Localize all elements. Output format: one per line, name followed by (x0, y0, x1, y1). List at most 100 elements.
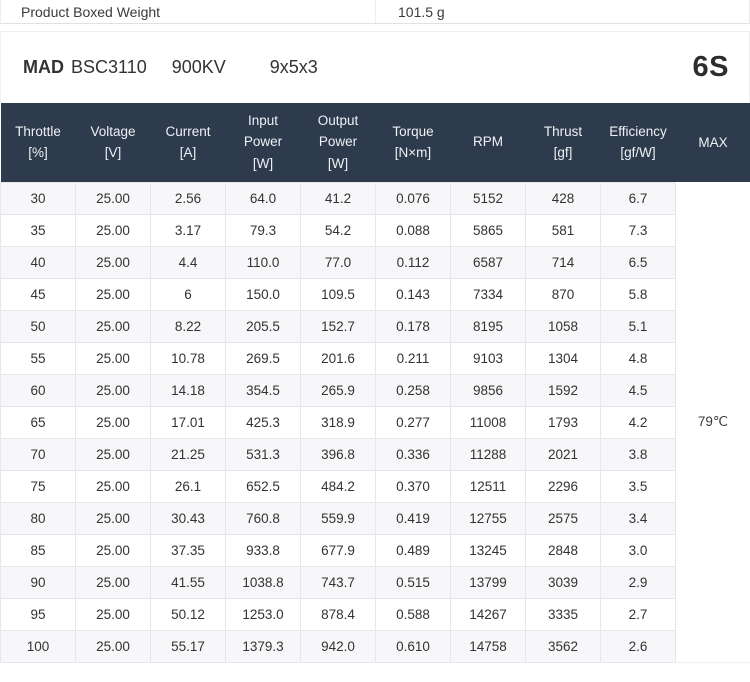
col-header-max: MAX (675, 103, 750, 182)
cell-output-power: 152.7 (300, 309, 376, 343)
cell-input-power: 269.5 (225, 341, 301, 375)
cell-voltage: 25.00 (75, 533, 151, 567)
table-row-throttle-90: 90 25.00 41.55 1038.8 743.7 0.515 13799 3039 2.9 (0, 565, 750, 599)
cell-thrust: 1058 (525, 309, 601, 343)
thrust-data-table: Throttle [%] Voltage [V] Current [A] Input Powe… (0, 103, 750, 663)
table-row-throttle-40: 40 25.00 4.4 110.0 77.0 0.112 6587 714 6.5 (0, 245, 750, 279)
cell-thrust: 1592 (525, 373, 601, 407)
col-header-line: [V] (104, 145, 122, 161)
cell-voltage: 25.00 (75, 373, 151, 407)
col-header-throttle: Throttle [%] (0, 103, 76, 182)
col-header-line: [A] (179, 145, 197, 161)
cell-output-power: 743.7 (300, 565, 376, 599)
cell-thrust: 714 (525, 245, 601, 279)
col-header-line: MAX (698, 134, 728, 150)
col-header-line: [%] (28, 145, 48, 161)
cell-input-power: 205.5 (225, 309, 301, 343)
product-title: MAD BSC3110 900KV 9x5x3 (23, 57, 318, 78)
cell-output-power: 77.0 (300, 245, 376, 279)
spec-value: 101.5 g (398, 3, 445, 20)
cell-throttle: 85 (0, 533, 76, 567)
cell-current: 10.78 (150, 341, 226, 375)
cell-efficiency: 2.7 (600, 597, 676, 631)
cell-torque: 0.610 (375, 629, 451, 663)
cell-output-power: 878.4 (300, 597, 376, 631)
cell-voltage: 25.00 (75, 309, 151, 343)
cell-throttle: 90 (0, 565, 76, 599)
cell-current: 4.4 (150, 245, 226, 279)
cell-rpm: 9856 (450, 373, 526, 407)
cell-throttle: 35 (0, 213, 76, 247)
cell-max-temperature: 79℃ (675, 182, 750, 663)
col-header-torque: Torque [N×m] (375, 103, 451, 182)
cell-input-power: 354.5 (225, 373, 301, 407)
cell-voltage: 25.00 (75, 245, 151, 279)
cell-input-power: 1379.3 (225, 629, 301, 663)
cell-current: 50.12 (150, 597, 226, 631)
propeller-size: 9x5x3 (269, 57, 318, 77)
cell-efficiency: 2.6 (600, 629, 676, 663)
cell-thrust: 2575 (525, 501, 601, 535)
kv-rating: 900KV (171, 57, 226, 77)
cell-input-power: 64.0 (225, 181, 301, 215)
table-header-row: Throttle [%] Voltage [V] Current [A] Input Powe… (0, 103, 750, 182)
cell-efficiency: 4.5 (600, 373, 676, 407)
cell-voltage: 25.00 (75, 213, 151, 247)
table-row-throttle-75: 75 25.00 26.1 652.5 484.2 0.370 12511 2296 3.5 (0, 469, 750, 503)
cell-current: 21.25 (150, 437, 226, 471)
col-header-line: Power (243, 134, 283, 150)
cell-voltage: 25.00 (75, 597, 151, 631)
cell-efficiency: 4.2 (600, 405, 676, 439)
cell-rpm: 5152 (450, 181, 526, 215)
cell-input-power: 110.0 (225, 245, 301, 279)
col-header-line: [gf] (553, 145, 573, 161)
cell-rpm: 6587 (450, 245, 526, 279)
cell-output-power: 677.9 (300, 533, 376, 567)
cell-input-power: 760.8 (225, 501, 301, 535)
cell-thrust: 1304 (525, 341, 601, 375)
cell-throttle: 55 (0, 341, 76, 375)
col-header-line: Throttle (15, 123, 61, 139)
cell-output-power: 54.2 (300, 213, 376, 247)
table-row-throttle-85: 85 25.00 37.35 933.8 677.9 0.489 13245 2848 3.0 (0, 533, 750, 567)
cell-rpm: 12511 (450, 469, 526, 503)
brand-name: MAD (23, 57, 64, 77)
spec-row: Product Boxed Weight 101.5 g (0, 0, 750, 24)
cell-voltage: 25.00 (75, 341, 151, 375)
cell-efficiency: 5.1 (600, 309, 676, 343)
cell-rpm: 13799 (450, 565, 526, 599)
cell-current: 2.56 (150, 181, 226, 215)
cell-efficiency: 3.4 (600, 501, 676, 535)
cell-throttle: 60 (0, 373, 76, 407)
cell-rpm: 14267 (450, 597, 526, 631)
cell-rpm: 11288 (450, 437, 526, 471)
cell-current: 30.43 (150, 501, 226, 535)
cell-torque: 0.277 (375, 405, 451, 439)
table-body: 30 25.00 2.56 64.0 41.2 0.076 5152 428 6.7 79℃ 35 2… (0, 181, 750, 663)
cell-current: 3.17 (150, 213, 226, 247)
cell-rpm: 7334 (450, 277, 526, 311)
cell-voltage: 25.00 (75, 181, 151, 215)
cell-throttle: 100 (0, 629, 76, 663)
cell-voltage: 25.00 (75, 565, 151, 599)
col-header-line: [N×m] (394, 145, 432, 161)
cell-input-power: 652.5 (225, 469, 301, 503)
cell-rpm: 8195 (450, 309, 526, 343)
cell-output-power: 265.9 (300, 373, 376, 407)
cell-efficiency: 6.7 (600, 181, 676, 215)
cell-torque: 0.076 (375, 181, 451, 215)
cell-torque: 0.178 (375, 309, 451, 343)
cell-efficiency: 6.5 (600, 245, 676, 279)
cell-input-power: 425.3 (225, 405, 301, 439)
cell-thrust: 2021 (525, 437, 601, 471)
table-row-throttle-50: 50 25.00 8.22 205.5 152.7 0.178 8195 1058 5.1 (0, 309, 750, 343)
col-header-rpm: RPM (450, 103, 526, 182)
model-name: BSC3110 (71, 57, 147, 77)
cell-voltage: 25.00 (75, 405, 151, 439)
cell-input-power: 1038.8 (225, 565, 301, 599)
cell-rpm: 14758 (450, 629, 526, 663)
cell-output-power: 484.2 (300, 469, 376, 503)
cell-thrust: 581 (525, 213, 601, 247)
product-title-bar: MAD BSC3110 900KV 9x5x3 6S (0, 31, 750, 103)
cell-current: 55.17 (150, 629, 226, 663)
